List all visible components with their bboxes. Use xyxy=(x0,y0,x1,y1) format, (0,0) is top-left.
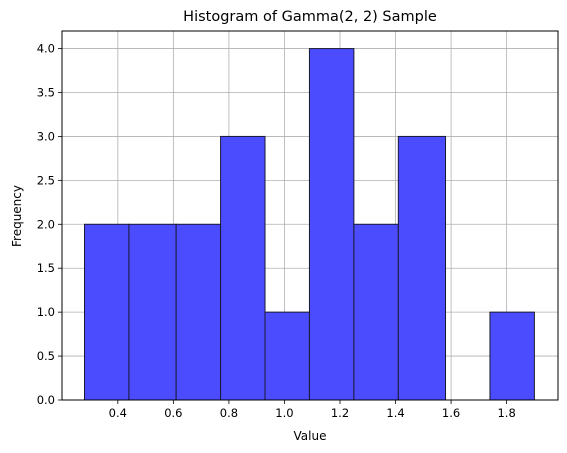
x-tick-label: 1.6 xyxy=(442,406,460,420)
x-tick-label: 1.8 xyxy=(497,406,515,420)
x-axis-label: Value xyxy=(294,429,327,443)
x-tick-label: 1.0 xyxy=(275,406,293,420)
histogram-bar xyxy=(128,223,177,401)
y-tick-label: 0.5 xyxy=(37,349,55,363)
x-tick-label: 1.2 xyxy=(331,406,349,420)
histogram-bar xyxy=(264,311,310,401)
y-tick-label: 3.0 xyxy=(37,129,55,143)
y-tick-label: 1.5 xyxy=(37,261,55,275)
x-tick-label: 0.4 xyxy=(109,406,127,420)
histogram-bar xyxy=(353,223,399,401)
y-tick-label: 3.5 xyxy=(37,86,55,100)
x-tick-label: 0.6 xyxy=(164,406,182,420)
histogram-bar xyxy=(175,223,222,401)
histogram-bar xyxy=(220,135,266,401)
y-tick-label: 0.0 xyxy=(37,393,55,407)
histogram-bars xyxy=(83,48,535,401)
histogram-bar xyxy=(489,311,535,401)
x-axis-ticks: 0.4 0.6 0.8 1.0 1.2 1.4 1.6 1.8 xyxy=(109,400,516,420)
y-tick-label: 1.0 xyxy=(37,305,55,319)
y-tick-label: 4.0 xyxy=(37,42,55,56)
plot-area-frame xyxy=(61,30,559,401)
chart-title: Histogram of Gamma(2, 2) Sample xyxy=(183,9,437,25)
histogram-bar xyxy=(83,223,130,401)
histogram-bar xyxy=(308,48,355,401)
y-tick-label: 2.5 xyxy=(37,173,55,187)
x-tick-label: 1.4 xyxy=(386,406,404,420)
y-axis-ticks: 0.0 0.5 1.0 1.5 2.0 2.5 3.0 3.5 4.0 xyxy=(37,42,62,407)
x-tick-label: 0.8 xyxy=(220,406,238,420)
y-axis-label: Frequency xyxy=(10,185,24,247)
y-tick-label: 2.0 xyxy=(37,217,55,231)
histogram-bar xyxy=(397,135,447,401)
